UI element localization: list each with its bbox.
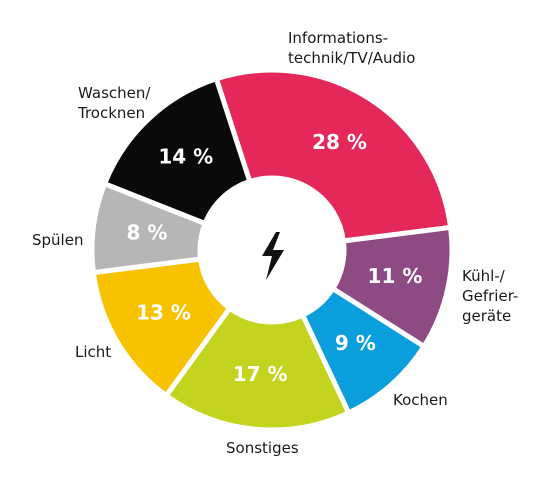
category-label: Kühl-/ Gefrier- geräte: [462, 267, 519, 325]
donut-slice: [213, 67, 454, 244]
lightning-icon: [262, 232, 284, 280]
value-label: 28 %: [312, 130, 367, 154]
value-label: 13 %: [136, 301, 191, 325]
donut-slice: [90, 256, 234, 400]
category-label: Waschen/ Trocknen: [78, 84, 151, 122]
donut-slice: [162, 304, 352, 433]
value-label: 11 %: [368, 264, 423, 288]
category-label: Kochen: [393, 391, 448, 409]
donut-slice: [101, 75, 253, 227]
category-label: Sonstiges: [226, 439, 299, 457]
value-label: 14 %: [158, 145, 213, 169]
value-label: 9 %: [335, 331, 376, 355]
value-label: 8 %: [127, 221, 168, 245]
value-label: 17 %: [233, 362, 288, 386]
category-label: Informations- technik/TV/Audio: [288, 29, 416, 67]
category-label: Spülen: [32, 231, 84, 249]
category-label: Licht: [75, 343, 112, 361]
